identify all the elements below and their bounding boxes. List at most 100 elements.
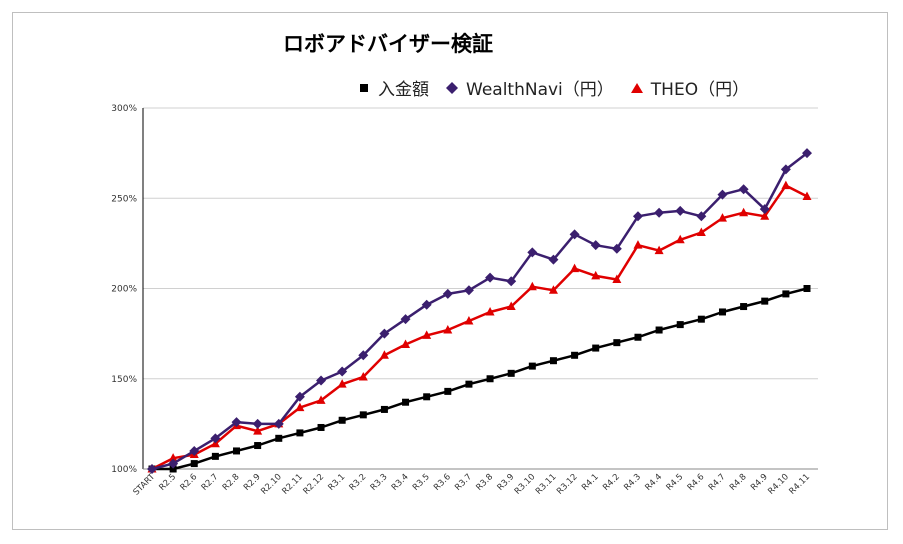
x-tick-label: R4.10 <box>766 472 791 497</box>
data-point-square <box>803 285 811 292</box>
data-point-square <box>592 344 600 352</box>
data-point-square <box>211 452 219 460</box>
data-point-triangle <box>570 263 580 273</box>
data-point-diamond <box>358 350 369 361</box>
data-point-triangle <box>337 379 347 388</box>
data-point-diamond <box>611 243 622 254</box>
data-point-square <box>275 434 283 442</box>
data-point-square <box>296 429 304 437</box>
x-tick-label: R4.11 <box>787 472 812 497</box>
y-tick-label: 100% <box>111 465 137 475</box>
data-point-diamond <box>168 458 179 469</box>
x-tick-label: R3.6 <box>432 472 453 493</box>
x-tick-label: R2.12 <box>302 472 327 497</box>
data-point-diamond <box>147 464 157 474</box>
chart-legend: 入金額 WealthNavi（円） THEO（円） <box>357 75 749 100</box>
data-point-square <box>718 308 726 316</box>
x-tick-label: R3.3 <box>369 472 390 493</box>
y-tick-label: 250% <box>111 194 137 204</box>
x-tick-label: R3.12 <box>555 472 580 497</box>
data-point-triangle <box>527 281 537 291</box>
x-tick-label: R4.8 <box>728 472 749 493</box>
x-tick-label: R4.6 <box>686 472 707 493</box>
x-tick-label: R2.8 <box>221 472 242 493</box>
data-point-diamond <box>569 229 580 240</box>
x-tick-label: R2.7 <box>200 472 221 493</box>
legend-item-deposit: 入金額 <box>357 75 429 100</box>
x-tick-label: R3.2 <box>348 472 369 493</box>
data-point-square <box>549 357 557 365</box>
data-point-square <box>380 405 388 413</box>
x-tick-label: R3.1 <box>326 472 347 493</box>
x-tick-label: R3.5 <box>411 472 432 493</box>
data-point-triangle <box>781 180 791 190</box>
legend-item-wealthnavi: WealthNavi（円） <box>445 75 614 100</box>
data-point-diamond <box>463 285 474 296</box>
data-point-diamond <box>231 417 242 428</box>
data-point-square <box>233 447 241 455</box>
data-point-diamond <box>506 276 517 287</box>
data-point-diamond <box>759 204 770 215</box>
data-point-diamond <box>421 299 432 310</box>
data-point-triangle <box>443 325 453 334</box>
data-point-square <box>740 303 748 311</box>
x-tick-label: R3.4 <box>390 472 411 493</box>
data-point-diamond <box>189 445 200 456</box>
data-point-square <box>634 333 642 341</box>
diamond-marker-icon <box>445 81 459 95</box>
data-point-diamond <box>400 314 411 325</box>
x-tick-label: R4.3 <box>622 472 643 493</box>
chart-title: ロボアドバイザー検証 <box>283 32 493 56</box>
data-point-triangle <box>295 402 305 412</box>
data-point-square <box>761 297 769 305</box>
x-tick-label: R4.2 <box>601 472 622 493</box>
data-point-diamond <box>738 184 749 195</box>
data-point-diamond <box>485 272 496 283</box>
data-point-triangle <box>379 350 389 359</box>
data-point-square <box>571 351 579 359</box>
y-tick-label: 300% <box>111 104 137 114</box>
x-tick-label: R4.1 <box>580 472 601 493</box>
data-point-triangle <box>633 240 643 249</box>
data-point-diamond <box>780 164 791 175</box>
data-point-triangle <box>696 227 706 237</box>
data-point-square <box>528 362 536 370</box>
y-tick-label: 200% <box>111 285 137 295</box>
legend-label-theo: THEO（円） <box>650 80 750 100</box>
data-point-diamond <box>654 207 665 218</box>
x-tick-label: R4.5 <box>665 472 686 493</box>
data-point-diamond <box>696 211 707 222</box>
data-point-diamond <box>632 211 643 222</box>
data-point-square <box>317 423 325 431</box>
x-tick-label: R2.5 <box>157 472 178 493</box>
data-point-triangle <box>464 315 474 325</box>
data-point-triangle <box>739 207 749 217</box>
data-point-diamond <box>590 240 601 251</box>
x-tick-label: R3.8 <box>474 472 495 493</box>
data-point-triangle <box>591 270 601 280</box>
data-point-diamond <box>252 418 263 429</box>
data-point-square <box>697 315 705 323</box>
data-point-square <box>444 387 452 395</box>
legend-label-deposit: 入金額 <box>378 80 429 100</box>
data-point-diamond <box>442 288 453 299</box>
data-point-triangle <box>654 245 664 255</box>
x-tick-label: R3.11 <box>534 472 559 497</box>
data-point-triangle <box>485 306 495 316</box>
x-tick-label: R4.7 <box>707 472 728 493</box>
data-point-square <box>655 326 663 334</box>
triangle-marker-icon <box>630 81 644 95</box>
data-point-diamond <box>802 148 812 159</box>
data-point-triangle <box>401 339 411 348</box>
data-point-square <box>169 465 177 473</box>
data-point-square <box>254 442 262 450</box>
data-point-triangle <box>548 285 558 294</box>
data-point-square <box>402 398 410 406</box>
data-point-triangle <box>253 426 263 435</box>
x-tick-label: R4.4 <box>643 472 664 493</box>
data-point-square <box>613 339 621 347</box>
legend-label-wealthnavi: WealthNavi（円） <box>466 80 614 100</box>
data-point-square <box>507 369 515 377</box>
data-point-triangle <box>358 371 368 381</box>
data-point-triangle <box>316 395 326 404</box>
